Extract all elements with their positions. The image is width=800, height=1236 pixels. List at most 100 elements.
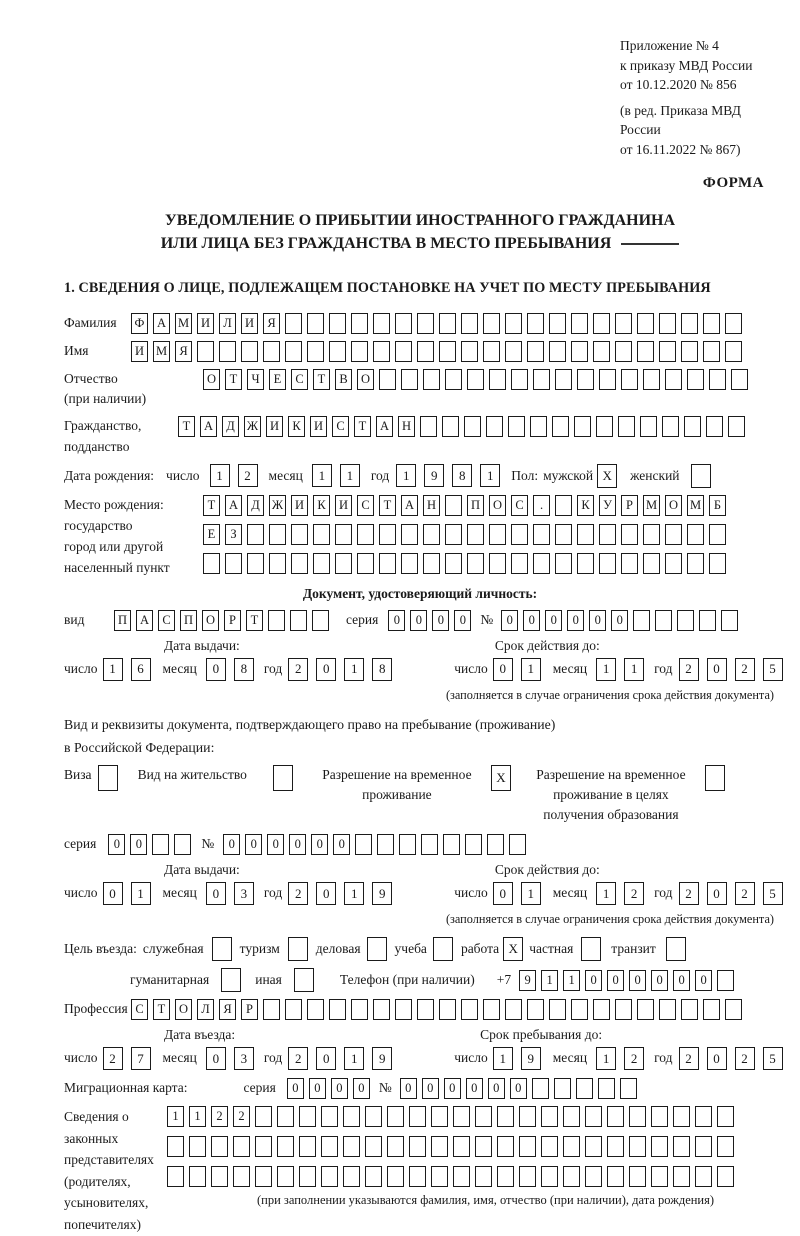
char-cell[interactable]: И — [335, 494, 352, 516]
char-cell[interactable] — [291, 552, 308, 574]
char-cell[interactable] — [717, 1106, 734, 1128]
char-cell[interactable]: 0 — [487, 1078, 505, 1100]
char-cell[interactable] — [461, 999, 478, 1021]
char-cell[interactable]: Ж — [269, 494, 286, 516]
char-cell[interactable] — [401, 552, 418, 574]
char-cell[interactable] — [596, 416, 613, 438]
char-cell[interactable]: 5 — [762, 882, 783, 906]
char-cell[interactable] — [307, 312, 324, 334]
char-cell[interactable]: А — [401, 494, 418, 516]
char-cell[interactable]: 8 — [452, 464, 473, 488]
char-cell[interactable] — [211, 1166, 228, 1188]
char-cell[interactable] — [299, 1106, 316, 1128]
char-cell[interactable]: Р — [621, 494, 638, 516]
char-cell[interactable] — [189, 1166, 206, 1188]
char-cell[interactable] — [255, 1136, 272, 1158]
char-cell[interactable]: Д — [222, 416, 239, 438]
char-cell[interactable] — [615, 340, 632, 362]
char-cell[interactable] — [593, 340, 610, 362]
char-cell[interactable] — [211, 1136, 228, 1158]
char-cell[interactable] — [431, 1166, 448, 1188]
char-cell[interactable]: X — [490, 765, 511, 792]
char-cell[interactable] — [704, 765, 725, 792]
char-cell[interactable] — [219, 340, 236, 362]
char-cell[interactable] — [489, 368, 506, 390]
char-cell[interactable] — [365, 1106, 382, 1128]
char-cell[interactable]: 0 — [352, 1078, 370, 1100]
char-cell[interactable] — [189, 1136, 206, 1158]
char-cell[interactable]: 9 — [520, 1047, 541, 1071]
char-cell[interactable] — [703, 340, 720, 362]
char-cell[interactable]: 0 — [333, 834, 351, 856]
char-cell[interactable]: 2 — [624, 882, 645, 906]
char-cell[interactable] — [417, 312, 434, 334]
char-cell[interactable]: Т — [354, 416, 371, 438]
char-cell[interactable]: 0 — [509, 1078, 527, 1100]
char-cell[interactable]: 0 — [245, 834, 263, 856]
char-cell[interactable] — [581, 937, 602, 962]
char-cell[interactable]: 2 — [734, 882, 755, 906]
char-cell[interactable] — [563, 1136, 580, 1158]
char-cell[interactable] — [343, 1106, 360, 1128]
char-cell[interactable]: З — [225, 523, 242, 545]
char-cell[interactable]: Ж — [244, 416, 261, 438]
char-cell[interactable] — [555, 494, 572, 516]
char-cell[interactable]: К — [288, 416, 305, 438]
char-cell[interactable]: И — [197, 312, 214, 334]
char-cell[interactable]: 0 — [286, 1078, 304, 1100]
char-cell[interactable]: К — [577, 494, 594, 516]
char-cell[interactable] — [387, 1106, 404, 1128]
char-cell[interactable] — [599, 368, 616, 390]
char-cell[interactable] — [445, 552, 462, 574]
char-cell[interactable] — [465, 834, 483, 856]
char-cell[interactable] — [445, 368, 462, 390]
char-cell[interactable] — [399, 834, 417, 856]
char-cell[interactable] — [321, 1166, 338, 1188]
char-cell[interactable]: 0 — [289, 834, 307, 856]
char-cell[interactable] — [621, 368, 638, 390]
char-cell[interactable] — [299, 1136, 316, 1158]
char-cell[interactable] — [681, 340, 698, 362]
char-cell[interactable] — [619, 1078, 637, 1100]
char-cell[interactable] — [489, 523, 506, 545]
char-cell[interactable]: 0 — [492, 657, 513, 681]
char-cell[interactable] — [432, 937, 453, 962]
char-cell[interactable] — [291, 523, 308, 545]
char-cell[interactable] — [287, 937, 308, 962]
char-cell[interactable] — [643, 368, 660, 390]
char-cell[interactable]: К — [313, 494, 330, 516]
char-cell[interactable] — [335, 552, 352, 574]
char-cell[interactable]: 5 — [762, 657, 783, 681]
char-cell[interactable]: 2 — [288, 657, 309, 681]
char-cell[interactable] — [549, 340, 566, 362]
char-cell[interactable] — [690, 463, 711, 488]
char-cell[interactable] — [681, 312, 698, 334]
char-cell[interactable] — [659, 999, 676, 1021]
char-cell[interactable] — [511, 523, 528, 545]
char-cell[interactable] — [443, 834, 461, 856]
char-cell[interactable]: 8 — [233, 657, 254, 681]
char-cell[interactable] — [637, 312, 654, 334]
char-cell[interactable] — [585, 1166, 602, 1188]
char-cell[interactable]: 0 — [454, 609, 472, 631]
char-cell[interactable] — [420, 416, 437, 438]
char-cell[interactable]: Ч — [247, 368, 264, 390]
char-cell[interactable]: 0 — [629, 969, 647, 991]
char-cell[interactable] — [365, 1136, 382, 1158]
char-cell[interactable]: 0 — [223, 834, 241, 856]
char-cell[interactable] — [263, 340, 280, 362]
char-cell[interactable]: 2 — [288, 1047, 309, 1071]
char-cell[interactable] — [203, 552, 220, 574]
char-cell[interactable]: 0 — [316, 882, 337, 906]
char-cell[interactable] — [97, 765, 118, 792]
char-cell[interactable] — [607, 1136, 624, 1158]
char-cell[interactable]: 0 — [706, 1047, 727, 1071]
char-cell[interactable]: 0 — [673, 969, 691, 991]
char-cell[interactable] — [577, 552, 594, 574]
char-cell[interactable] — [728, 416, 745, 438]
char-cell[interactable]: Т — [203, 494, 220, 516]
char-cell[interactable] — [509, 834, 527, 856]
char-cell[interactable] — [699, 609, 717, 631]
char-cell[interactable] — [659, 340, 676, 362]
char-cell[interactable]: 3 — [233, 1047, 254, 1071]
